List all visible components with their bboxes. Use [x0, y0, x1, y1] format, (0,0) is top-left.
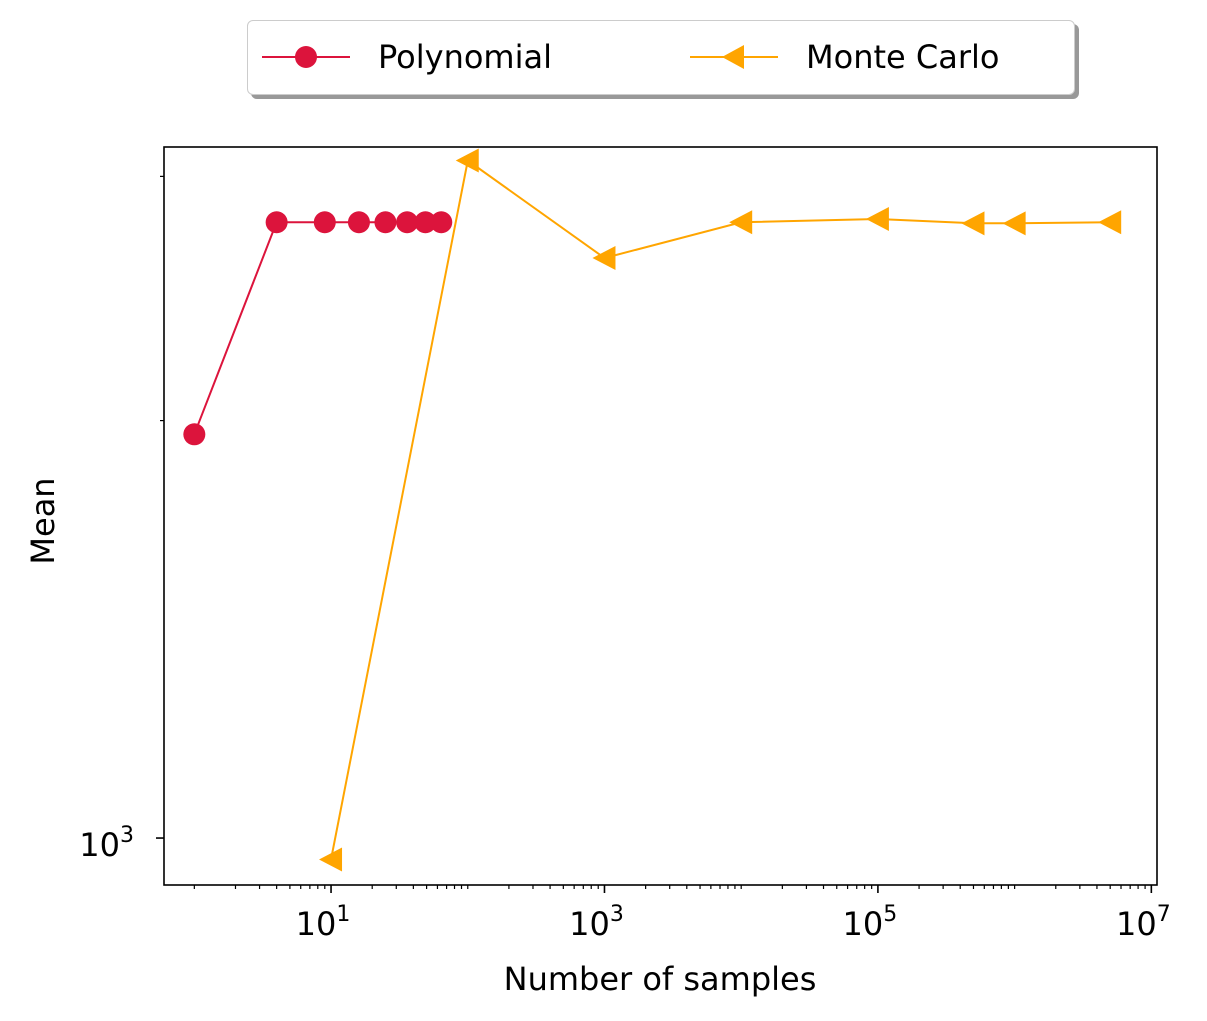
data-point-monte-carlo [961, 211, 985, 236]
data-point-monte-carlo [865, 207, 889, 232]
legend: Polynomial Monte Carlo [247, 20, 1075, 95]
data-point-polynomial [313, 211, 336, 234]
x-tick-label: 107 [1116, 902, 1171, 943]
data-point-polynomial [183, 423, 206, 446]
legend-item-polynomial: Polynomial [260, 21, 552, 93]
legend-item-monte-carlo: Monte Carlo [688, 21, 999, 93]
series-line-monte-carlo [330, 158, 1111, 860]
legend-label-monte-carlo: Monte Carlo [806, 38, 1000, 76]
x-tick-label: 103 [569, 902, 624, 943]
series-line-polynomial [193, 221, 442, 435]
series-layer [183, 148, 1122, 872]
data-point-monte-carlo [1098, 210, 1122, 235]
x-axis-label: Number of samples [504, 960, 817, 998]
data-point-monte-carlo [729, 210, 753, 235]
plot-frame [163, 146, 1158, 886]
data-point-monte-carlo [592, 245, 616, 270]
x-tick-label: 101 [296, 902, 351, 943]
legend-label-polynomial: Polynomial [378, 38, 552, 76]
data-point-polynomial [265, 211, 288, 234]
data-point-polynomial [414, 211, 437, 234]
data-point-monte-carlo [455, 148, 479, 173]
legend-swatch-monte-carlo [690, 45, 778, 69]
tick-layer: 101 103 105 107 103 [79, 175, 1171, 943]
data-point-polynomial [430, 211, 453, 234]
data-point-monte-carlo [1002, 211, 1026, 236]
legend-swatch-polynomial [262, 46, 350, 68]
y-tick-label: 103 [79, 823, 134, 864]
data-point-polynomial [374, 211, 397, 234]
data-point-polynomial [396, 211, 419, 234]
y-axis-label: Mean [24, 477, 62, 564]
data-point-polynomial [347, 211, 370, 234]
x-tick-label: 105 [843, 902, 898, 943]
data-point-monte-carlo [319, 847, 343, 872]
